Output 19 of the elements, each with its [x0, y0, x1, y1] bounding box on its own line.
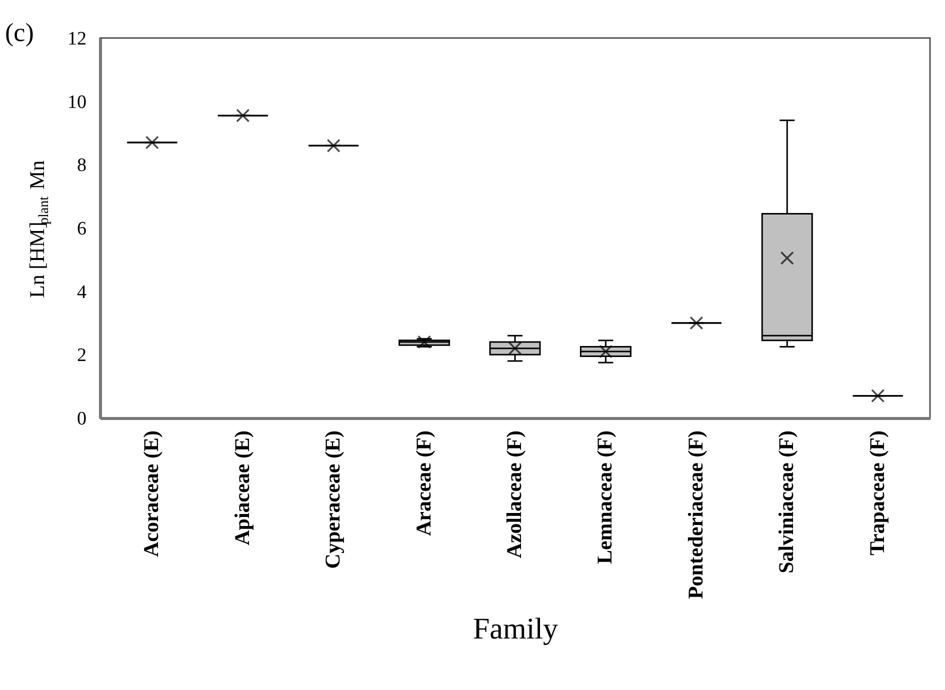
x-tick-label: Cyperaceae (E): [320, 430, 345, 569]
y-tick-label: 6: [77, 218, 86, 240]
x-tick-label: Azollaceae (F): [502, 430, 526, 558]
y-tick-label: 4: [77, 282, 87, 303]
y-tick-label: 0: [77, 408, 86, 430]
text: (c): [5, 18, 34, 47]
x-tick-label: Lemnaceae (F): [592, 430, 617, 564]
y-tick-label: 8: [77, 155, 86, 176]
x-tick-label: Acoraceae (E): [139, 430, 164, 558]
x-tick-label: Pontederiaceae (F): [683, 430, 708, 600]
x-axis-title: Family: [472, 612, 558, 646]
y-tick-label: 10: [68, 92, 86, 113]
y-tick-label: 2: [77, 345, 86, 366]
x-tick-label: Trapaceae (F): [864, 430, 889, 556]
x-tick-label: Apiaceae (E): [230, 430, 254, 546]
x-tick-label: Araceae (F): [411, 430, 436, 536]
y-tick-label: 12: [68, 28, 86, 50]
y-axis-title: Ln [HM]plant Mn: [25, 160, 52, 298]
x-tick-label: Salviniaceae (F): [774, 430, 798, 574]
